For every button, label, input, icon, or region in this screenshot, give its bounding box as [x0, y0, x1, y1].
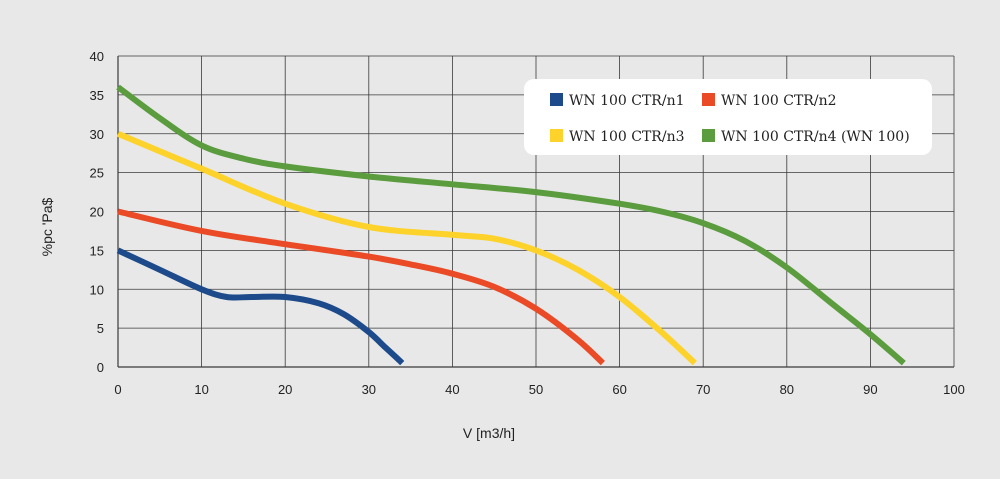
- series-line-3: [116, 131, 697, 366]
- series-lines: [116, 84, 906, 366]
- x-tick-label-70: 70: [696, 382, 710, 397]
- y-tick-label-35: 35: [90, 88, 104, 103]
- y-tick-label-25: 25: [90, 166, 104, 181]
- x-tick-label-90: 90: [863, 382, 877, 397]
- legend-label-n3: WN 100 CTR/n3: [569, 129, 685, 145]
- y-tick-label-5: 5: [97, 321, 104, 336]
- x-tick-label-60: 60: [612, 382, 626, 397]
- legend-label-n1: WN 100 CTR/n1: [569, 93, 685, 109]
- x-tick-label-40: 40: [445, 382, 459, 397]
- legend-swatch-n2: [702, 93, 715, 106]
- y-tick-label-20: 20: [90, 205, 104, 220]
- legend-swatch-n4: [702, 129, 715, 142]
- x-tick-label-30: 30: [362, 382, 376, 397]
- y-tick-label-30: 30: [90, 127, 104, 142]
- legend-swatch-n3: [550, 129, 563, 142]
- legend-label-n4: WN 100 CTR/n4 (WN 100): [721, 129, 910, 145]
- y-tick-label-15: 15: [90, 243, 104, 258]
- x-tick-label-10: 10: [194, 382, 208, 397]
- x-axis-label: V [m3/h]: [463, 425, 515, 441]
- y-tick-label-40: 40: [90, 49, 104, 64]
- y-tick-label-10: 10: [90, 282, 104, 297]
- legend-box: [524, 79, 932, 155]
- series-line-1: [116, 247, 405, 366]
- legend: WN 100 CTR/n1 WN 100 CTR/n2 WN 100 CTR/n…: [524, 79, 932, 155]
- tick-labels: 0 10 20 30 40 50 60 70 80 90 100 0 5 10 15 20 25 30 35 40: [90, 49, 965, 397]
- series-line-4: [116, 84, 906, 366]
- x-tick-label-80: 80: [780, 382, 794, 397]
- x-tick-label-100: 100: [943, 382, 965, 397]
- y-tick-label-0: 0: [97, 360, 104, 375]
- x-tick-label-50: 50: [529, 382, 543, 397]
- legend-swatch-n1: [550, 93, 563, 106]
- legend-label-n2: WN 100 CTR/n2: [721, 93, 837, 109]
- y-axis-label: %pc 'Pa$: [39, 197, 55, 256]
- x-tick-label-0: 0: [114, 382, 121, 397]
- series-line-2: [117, 208, 605, 366]
- x-tick-label-20: 20: [278, 382, 292, 397]
